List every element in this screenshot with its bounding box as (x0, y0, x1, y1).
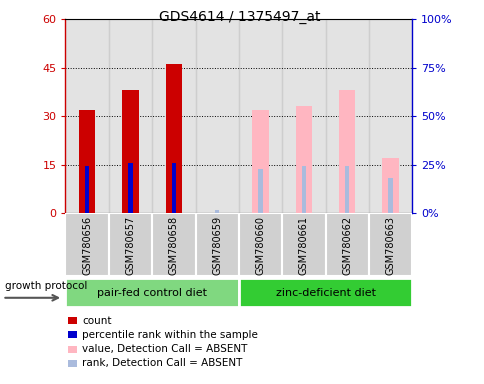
Bar (388, 177, 392, 213)
Bar (301, 166, 305, 213)
Text: GSM780656: GSM780656 (82, 216, 92, 275)
Bar (344, 166, 348, 213)
Bar (258, 169, 262, 213)
Text: GSM780659: GSM780659 (212, 216, 222, 275)
Bar (325, 213, 368, 276)
Text: pair-fed control diet: pair-fed control diet (97, 288, 207, 298)
Text: GSM780658: GSM780658 (168, 216, 179, 275)
Text: GDS4614 / 1375497_at: GDS4614 / 1375497_at (159, 10, 320, 23)
Bar (195, 19, 238, 213)
Text: GSM780661: GSM780661 (298, 216, 308, 275)
Text: value, Detection Call = ABSENT: value, Detection Call = ABSENT (82, 344, 247, 354)
Bar (79, 110, 95, 213)
Text: GSM780657: GSM780657 (125, 216, 135, 275)
Bar (165, 65, 182, 213)
Bar (128, 163, 133, 213)
Bar (65, 19, 108, 213)
Text: rank, Detection Call = ABSENT: rank, Detection Call = ABSENT (82, 358, 242, 368)
Bar (381, 158, 398, 213)
Text: GSM780662: GSM780662 (342, 216, 351, 275)
Bar (108, 213, 152, 276)
Text: GSM780663: GSM780663 (385, 216, 395, 275)
Bar (368, 19, 411, 213)
Bar (295, 106, 312, 213)
Bar (195, 213, 239, 276)
Bar (325, 19, 368, 213)
Bar (85, 166, 89, 213)
Bar (258, 169, 262, 213)
Bar (282, 19, 325, 213)
Bar (122, 90, 138, 213)
Bar (152, 213, 195, 276)
Text: zinc-deficient diet: zinc-deficient diet (275, 288, 375, 298)
Text: count: count (82, 316, 112, 326)
Bar (252, 110, 268, 213)
Bar (238, 278, 411, 308)
Bar (65, 278, 238, 308)
Text: growth protocol: growth protocol (5, 281, 87, 291)
Text: GSM780660: GSM780660 (255, 216, 265, 275)
Bar (171, 163, 176, 213)
Bar (152, 19, 195, 213)
Bar (252, 110, 268, 213)
Bar (338, 90, 355, 213)
Bar (108, 19, 152, 213)
Bar (214, 210, 219, 213)
Bar (238, 213, 282, 276)
Bar (65, 213, 108, 276)
Text: percentile rank within the sample: percentile rank within the sample (82, 330, 258, 340)
Bar (282, 213, 325, 276)
Bar (368, 213, 411, 276)
Bar (238, 19, 282, 213)
